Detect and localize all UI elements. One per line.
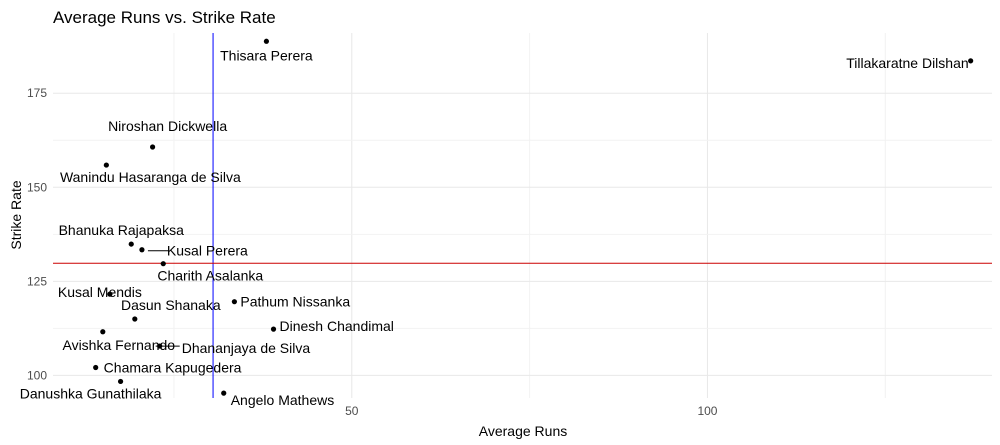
x-tick-label: 50 — [345, 404, 359, 418]
data-point — [103, 162, 109, 168]
data-point — [139, 247, 145, 253]
y-tick-label: 100 — [27, 368, 47, 382]
chart-title: Average Runs vs. Strike Rate — [53, 8, 276, 27]
grid — [53, 33, 992, 398]
data-points — [93, 38, 974, 396]
y-tick-label: 150 — [27, 180, 47, 194]
reference-lines — [53, 33, 992, 398]
data-point — [160, 261, 166, 267]
point-label: Chamara Kapugedera — [104, 360, 242, 376]
point-label: Wanindu Hasaranga de Silva — [60, 169, 241, 185]
data-point — [270, 326, 277, 332]
point-label: Danushka Gunathilaka — [20, 385, 162, 401]
data-point — [132, 316, 138, 322]
point-label: Tillakaratne Dilshan — [846, 55, 968, 71]
point-label: Thisara Perera — [220, 47, 313, 63]
data-point — [968, 58, 974, 64]
data-point — [157, 343, 163, 349]
data-point — [128, 241, 134, 247]
point-label: Pathum Nissanka — [240, 294, 350, 310]
x-axis-title: Average Runs — [479, 423, 567, 439]
data-point — [231, 299, 237, 305]
x-axis-ticks: 50 100 — [345, 404, 718, 418]
y-tick-label: 175 — [27, 86, 47, 100]
point-label: Dhananjaya de Silva — [182, 340, 311, 356]
point-label: Niroshan Dickwella — [108, 118, 227, 134]
point-label: Dinesh Chandimal — [280, 318, 394, 334]
data-point — [149, 144, 156, 150]
point-label: Kusal Perera — [167, 243, 248, 259]
point-labels: Thisara Perera Tillakaratne Dilshan Nirosh… — [20, 47, 969, 408]
data-point — [93, 364, 99, 371]
x-tick-label: 100 — [697, 404, 717, 418]
point-label: Charith Asalanka — [157, 268, 263, 284]
data-point — [117, 378, 124, 385]
y-axis-title: Strike Rate — [8, 180, 24, 249]
data-point — [221, 390, 227, 396]
point-label: Avishka Fernando — [62, 337, 175, 353]
point-label: Angelo Mathews — [231, 392, 335, 408]
data-point — [107, 291, 113, 297]
data-point — [100, 329, 106, 335]
point-label: Bhanuka Rajapaksa — [59, 222, 185, 238]
y-axis-ticks: 100 125 150 175 — [27, 86, 47, 382]
y-tick-label: 125 — [27, 274, 47, 288]
point-label: Kusal Mendis — [58, 284, 142, 300]
point-label: Dasun Shanaka — [121, 297, 221, 313]
data-point — [263, 38, 270, 44]
